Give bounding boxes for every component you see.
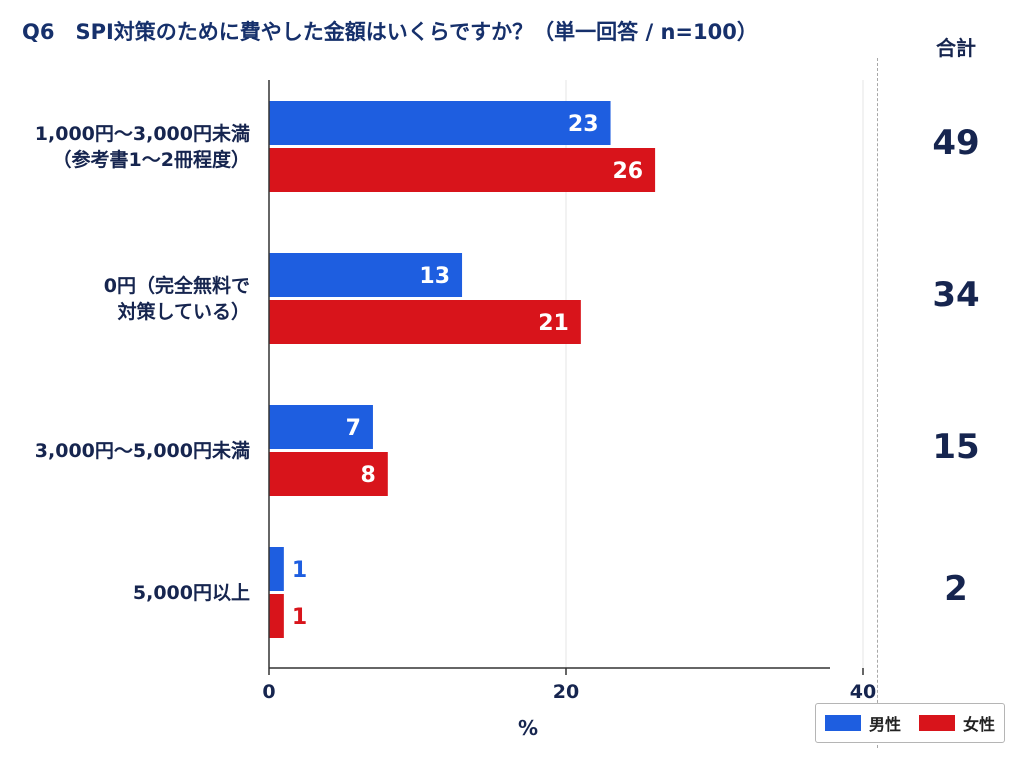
bar-female xyxy=(269,148,656,192)
legend-label: 女性 xyxy=(963,715,996,734)
bar-chart: 23 26 13 21 7 8 1 1 0 20 40% xyxy=(262,80,876,740)
x-axis-label: % xyxy=(518,716,538,740)
total-value: 34 xyxy=(932,274,980,315)
category-label-line: 0円（完全無料で xyxy=(103,274,250,297)
bar-female xyxy=(269,300,581,344)
bar-value-label: 8 xyxy=(360,463,375,488)
total-value: 49 xyxy=(932,122,980,163)
x-tick-label: 20 xyxy=(553,681,579,703)
category-label-line: 5,000円以上 xyxy=(132,581,250,604)
legend-swatch xyxy=(824,715,861,731)
category-label: 3,000円～5,000円未満 xyxy=(0,438,250,464)
category-label-line: 3,000円～5,000円未満 xyxy=(34,439,250,462)
bar-female xyxy=(269,452,388,496)
x-tick-label: 40 xyxy=(850,681,876,703)
legend-item-male: 男性 xyxy=(824,711,901,735)
x-tick-label: 0 xyxy=(262,681,275,703)
category-label-line: 1,000円～3,000円未満 xyxy=(34,122,250,145)
legend: 男性 女性 xyxy=(815,703,1005,743)
bar-value-label: 1 xyxy=(292,558,307,583)
category-label: 1,000円～3,000円未満 （参考書1～2冊程度） xyxy=(0,121,250,173)
bar-male xyxy=(269,405,373,449)
legend-item-female: 女性 xyxy=(919,711,995,735)
totals-header: 合計 xyxy=(936,36,976,60)
bar-female xyxy=(269,594,284,638)
bar-male xyxy=(269,253,463,297)
bar-value-label: 23 xyxy=(568,112,599,137)
category-label: 5,000円以上 xyxy=(0,580,250,606)
bar-male xyxy=(269,547,284,591)
category-label: 0円（完全無料で対策している） xyxy=(0,273,250,325)
bar-value-label: 1 xyxy=(292,605,307,630)
bar-value-label: 21 xyxy=(538,311,569,336)
total-value: 2 xyxy=(944,568,968,609)
chart-title: Q6 SPI対策のために費やした金額はいくらですか？（単一回答 / n=100） xyxy=(22,20,758,44)
category-label-line: （参考書1～2冊程度） xyxy=(52,148,250,171)
bar-value-label: 7 xyxy=(346,416,361,441)
bar-value-label: 13 xyxy=(419,264,450,289)
legend-label: 男性 xyxy=(868,715,901,734)
bar-male xyxy=(269,101,611,145)
total-value: 15 xyxy=(932,426,980,467)
category-label-line: 対策している） xyxy=(117,300,250,323)
totals-divider xyxy=(877,58,878,748)
legend-swatch xyxy=(919,715,955,731)
bar-value-label: 26 xyxy=(612,159,643,184)
